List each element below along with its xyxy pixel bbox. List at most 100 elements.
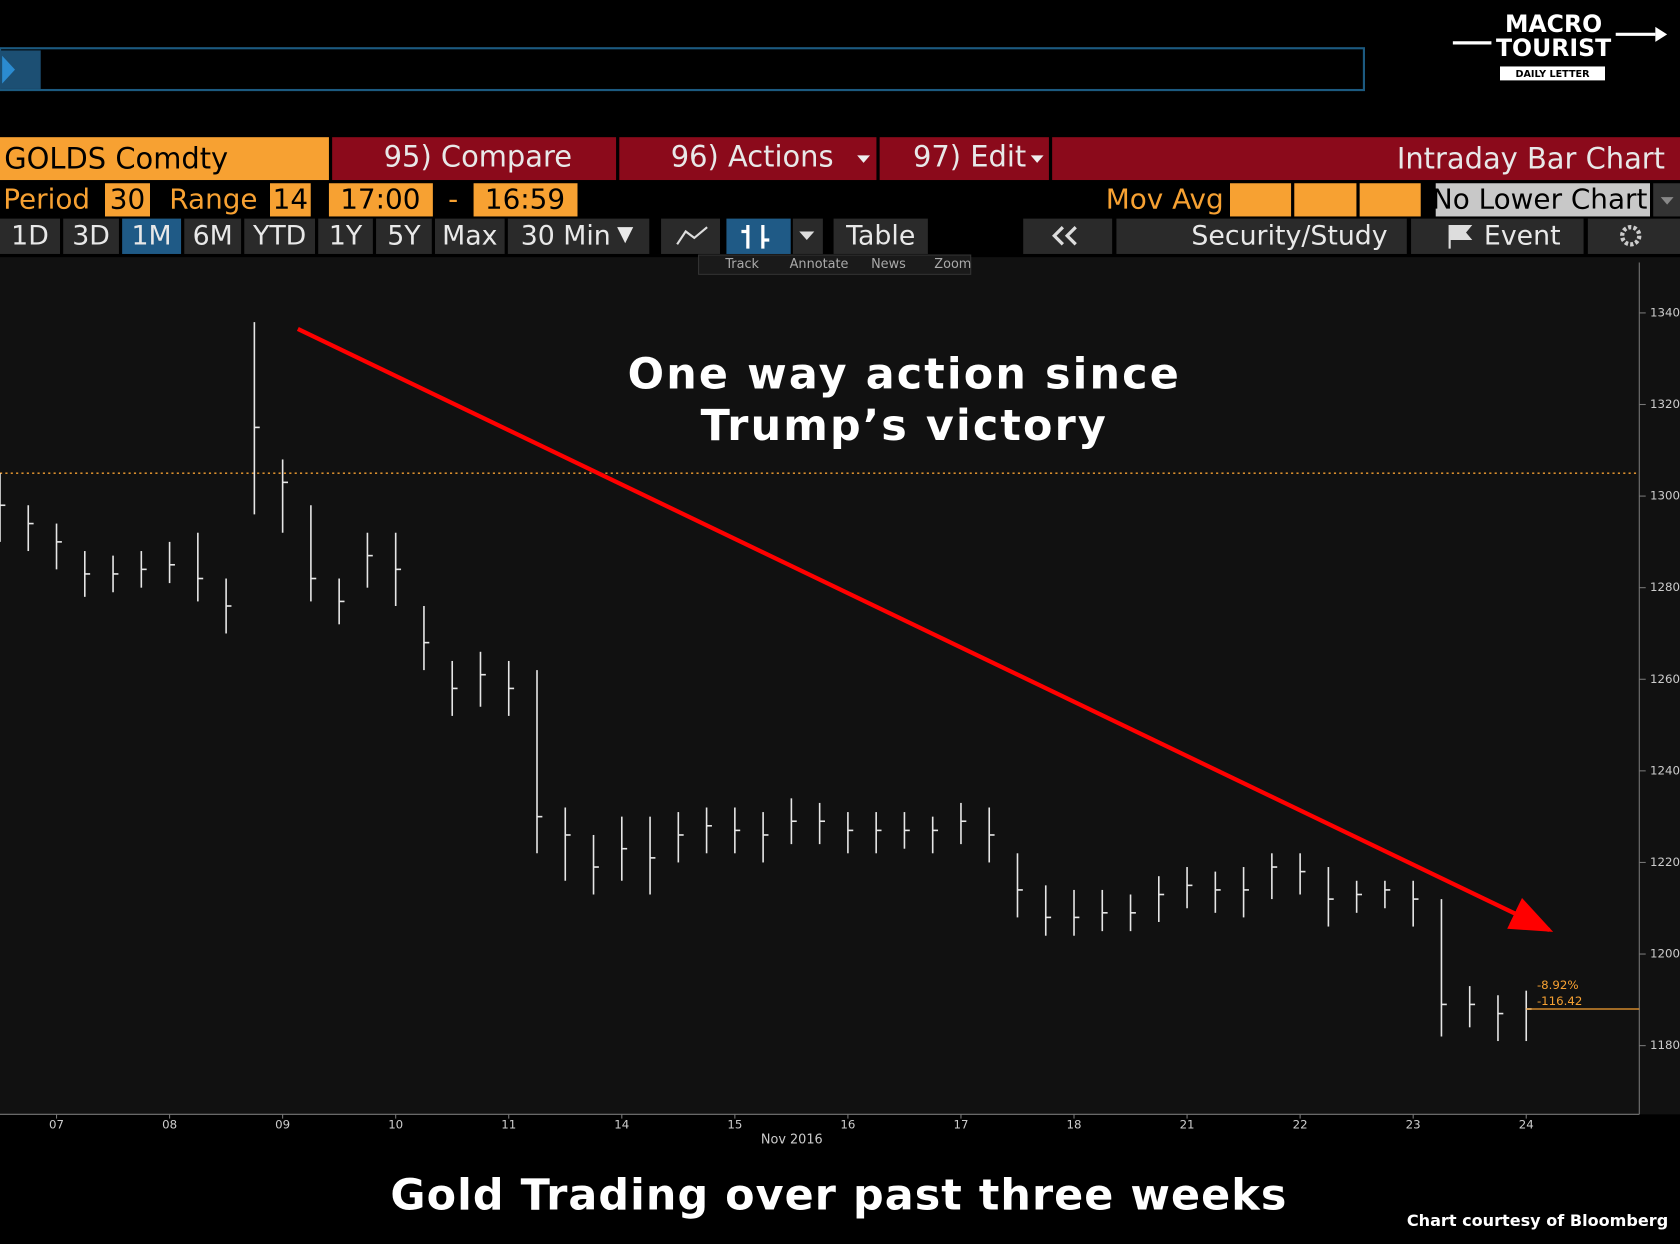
y-tick-label: 1200	[1650, 947, 1680, 961]
sub-toolbar	[698, 254, 972, 275]
toolbar-button[interactable]	[1587, 218, 1680, 254]
range-box[interactable]	[270, 183, 311, 217]
mov-avg-label: Mov Avg	[1106, 182, 1224, 215]
chart-area	[0, 257, 1680, 1115]
x-tick-label: 11	[501, 1118, 516, 1132]
y-tick-label: 1320	[1650, 397, 1680, 411]
range-button-label: 1Y	[329, 220, 363, 251]
command-line[interactable]	[0, 47, 1365, 92]
range-button[interactable]	[63, 218, 119, 254]
range-button-label: 1M	[132, 220, 172, 251]
toolbar-button[interactable]	[726, 218, 791, 254]
x-tick-label: 21	[1180, 1118, 1195, 1132]
y-tick-label: 1340	[1650, 305, 1680, 319]
lower-chart: No Lower Chart	[1432, 182, 1648, 215]
x-tick-label: 18	[1067, 1118, 1082, 1132]
range-button-label: Max	[442, 220, 497, 251]
dropdown-icon	[1030, 155, 1044, 163]
bar-icon	[741, 225, 770, 249]
period: 30	[110, 182, 145, 215]
title-bar	[1052, 137, 1680, 181]
logo-text: DAILY LETTER	[1515, 69, 1590, 80]
range-button[interactable]	[435, 218, 505, 254]
change-label: -8.92%	[1537, 978, 1579, 992]
end-box[interactable]	[473, 183, 578, 217]
toolbar-button[interactable]	[1116, 218, 1407, 254]
change-label: -116.42	[1537, 994, 1582, 1008]
y-tick-label: 1180	[1650, 1038, 1680, 1052]
credit: Chart courtesy of Bloomberg	[1407, 1211, 1668, 1230]
x-tick-label: 08	[162, 1118, 177, 1132]
range-button-label: 6M	[193, 220, 233, 251]
tool-label: Table	[845, 220, 915, 251]
range-button-label: 3D	[72, 220, 110, 251]
view-title: Intraday Bar Chart	[1397, 142, 1665, 176]
sub-tool-label[interactable]: Track	[724, 257, 759, 272]
sub-tool-label[interactable]: Zoom	[934, 257, 971, 272]
actions-button[interactable]	[619, 137, 877, 181]
trend-arrow	[296, 327, 1554, 932]
prompt-arrow	[2, 55, 16, 84]
lower-chart-box[interactable]	[1435, 183, 1650, 217]
x-tick-label: 23	[1406, 1118, 1421, 1132]
x-tick-label: 15	[727, 1118, 742, 1132]
compare-button[interactable]	[332, 137, 617, 181]
period-box[interactable]	[105, 183, 150, 217]
logo-band	[1500, 66, 1605, 81]
dropdown-icon	[857, 155, 870, 163]
x-axis-label: Nov 2016	[761, 1133, 823, 1148]
period-label: Period	[3, 182, 90, 215]
dropdown-icon	[1660, 197, 1674, 205]
compare-label: 95) Compare	[384, 140, 572, 174]
range-button[interactable]	[122, 218, 182, 254]
mov-avg-box[interactable]	[1230, 183, 1292, 217]
range-button[interactable]	[376, 218, 432, 254]
caption: Gold Trading over past three weeks	[390, 1170, 1287, 1220]
toolbar-button[interactable]	[833, 218, 928, 254]
range-button[interactable]	[318, 218, 373, 254]
actions-label: 96) Actions	[671, 140, 834, 174]
x-tick-label: 17	[953, 1118, 968, 1132]
range-button-label: 30 Min	[521, 220, 611, 251]
mov-avg-box[interactable]	[1359, 183, 1421, 217]
flag-icon	[1448, 225, 1473, 249]
range-button-label: 1D	[11, 220, 49, 251]
line-icon	[676, 226, 708, 245]
x-tick-label: 07	[49, 1118, 64, 1132]
logo-text: TOURIST	[1496, 34, 1611, 62]
x-tick-label: 16	[840, 1118, 855, 1132]
y-tick-label: 1300	[1650, 489, 1680, 503]
range-button-label: YTD	[252, 220, 306, 251]
x-tick-label: 09	[275, 1118, 290, 1132]
collapse-icon	[1052, 226, 1077, 246]
x-tick-label: 24	[1519, 1118, 1534, 1132]
range-button[interactable]	[0, 218, 60, 254]
range-button[interactable]	[244, 218, 315, 254]
sub-tool-label[interactable]: Annotate	[790, 257, 849, 272]
mov-avg-box[interactable]	[1294, 183, 1357, 217]
security: GOLDS Comdty	[4, 142, 228, 176]
logo: MACRO TOURIST DAILY LETTER	[1452, 10, 1668, 81]
start-box[interactable]	[328, 183, 433, 217]
range-button-label: 5Y	[387, 220, 421, 251]
end-time: 16:59	[485, 182, 565, 215]
toolbar-button[interactable]	[1411, 218, 1584, 254]
y-tick-label: 1280	[1650, 580, 1680, 594]
annotation: Trump’s victory	[701, 401, 1108, 451]
tool-label: Event	[1484, 220, 1561, 251]
range: 14	[273, 182, 308, 215]
separator: -	[448, 182, 458, 215]
tool-label: Security/Study	[1191, 220, 1387, 251]
sub-tool-label[interactable]: News	[871, 257, 906, 272]
x-tick-label: 22	[1293, 1118, 1308, 1132]
edit-label: 97) Edit	[913, 140, 1026, 174]
dropdown-icon	[617, 227, 634, 244]
range-button[interactable]	[184, 218, 242, 254]
x-tick-label: 14	[614, 1118, 629, 1132]
dropdown-icon	[799, 231, 815, 241]
security-box[interactable]	[0, 137, 329, 181]
logo-arrow-head	[1655, 26, 1668, 42]
edit-button[interactable]	[879, 137, 1049, 181]
